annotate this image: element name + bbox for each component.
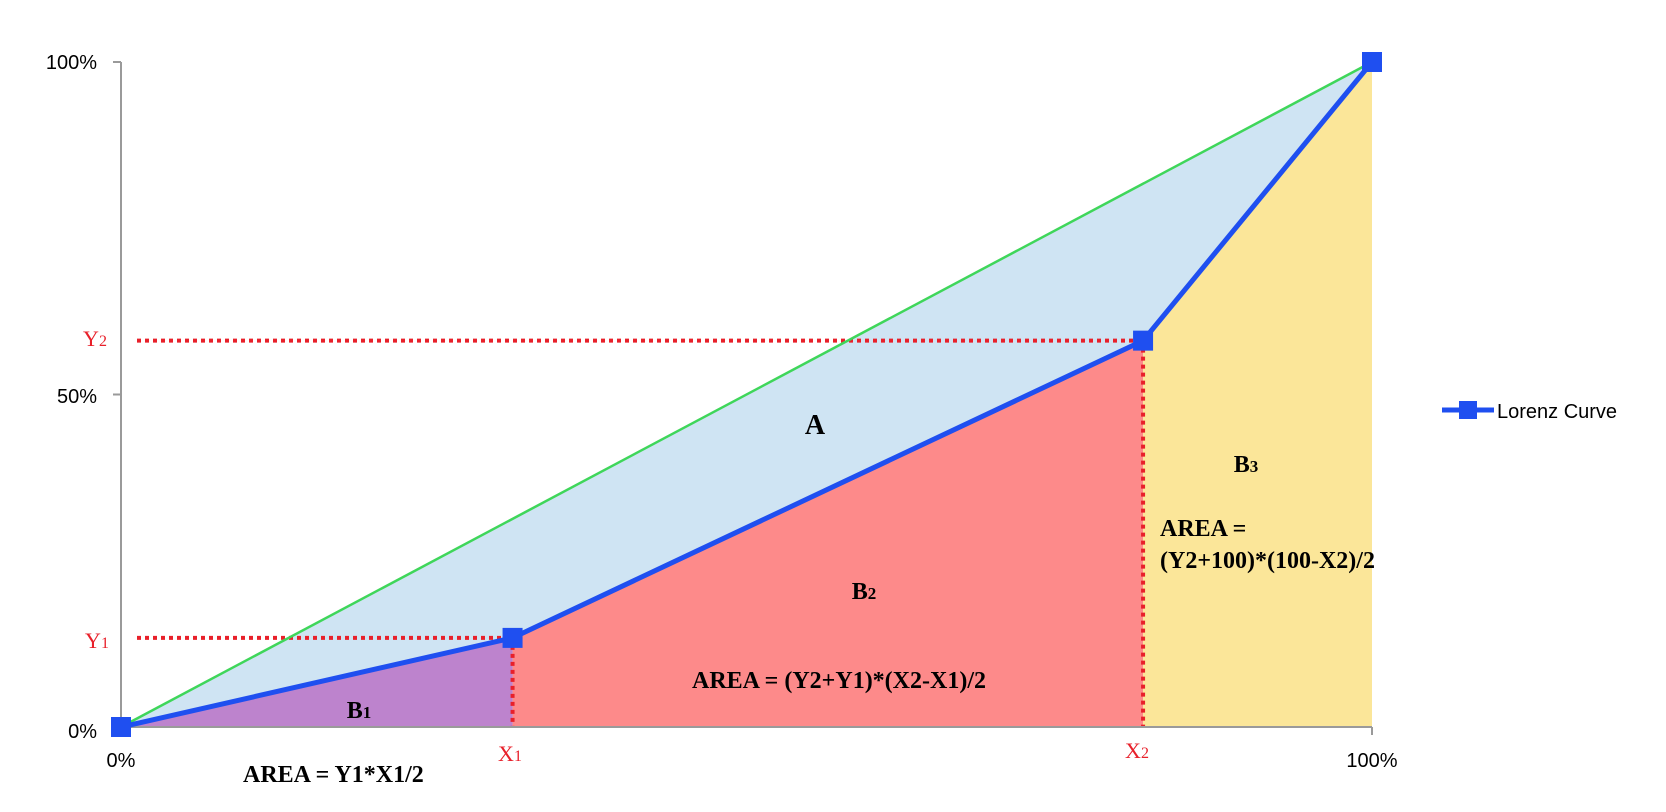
- y-tick-0: 0%: [68, 721, 97, 743]
- x-tick-0: 0%: [107, 750, 136, 772]
- x-tick-100: 100%: [1346, 750, 1397, 772]
- area-b1-formula: AREA = Y1*X1/2: [243, 762, 424, 788]
- lorenz-curve-point-1: [502, 627, 523, 648]
- x1-marker-label: X1: [498, 741, 522, 766]
- region-b1-label: B1: [347, 698, 372, 724]
- lorenz-curve-line: [120, 60, 1374, 730]
- region-b3: [1143, 62, 1372, 727]
- area-b3-formula-line1: AREA =: [1160, 516, 1246, 542]
- equality-line: [120, 60, 1373, 729]
- region-b3-label: B3: [1234, 452, 1259, 478]
- y-tick-100: 100%: [46, 52, 97, 74]
- y1-marker-label: Y1: [85, 628, 109, 653]
- lorenz-curve-point-0: [111, 717, 131, 737]
- y2-marker-label: Y2: [83, 326, 107, 351]
- lorenz-curve-point-3: [1362, 52, 1382, 72]
- legend-label: Lorenz Curve: [1497, 401, 1617, 423]
- region-a-label: A: [805, 410, 826, 441]
- x2-marker-label: X2: [1125, 738, 1149, 763]
- lorenz-curve-point-2: [1133, 330, 1154, 351]
- series-lines: [111, 52, 1382, 737]
- dotted-guide-lines: [137, 338, 1146, 727]
- legend: Lorenz Curve: [1442, 401, 1617, 423]
- area-b3-formula-line2: (Y2+100)*(100-X2)/2: [1160, 548, 1375, 574]
- legend-marker-swatch: [1459, 401, 1477, 419]
- region-b2: [512, 340, 1144, 727]
- region-b2-label: B2: [852, 579, 877, 605]
- chart-labels: 100% 50% 0% 0% 100% A B1 B2 B3 AREA = Y1…: [46, 52, 1617, 788]
- area-b2-formula: AREA = (Y2+Y1)*(X2-X1)/2: [692, 668, 986, 694]
- y-tick-50: 50%: [57, 386, 97, 408]
